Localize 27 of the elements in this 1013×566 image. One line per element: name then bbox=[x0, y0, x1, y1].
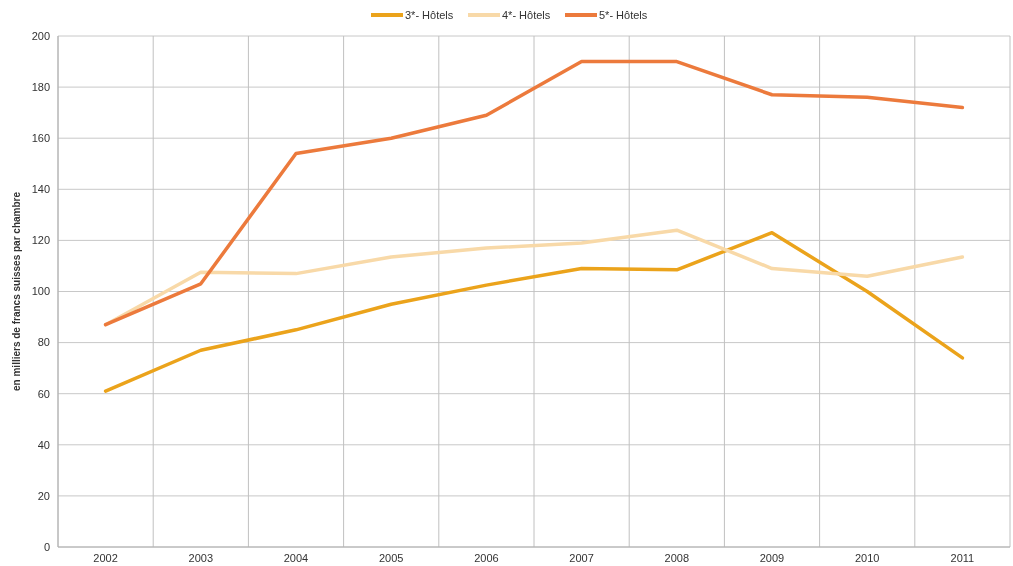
y-axis-title: en milliers de francs suisses par chambre bbox=[11, 191, 22, 391]
legend-label: 4*- Hôtels bbox=[502, 8, 551, 21]
x-tick-label: 2002 bbox=[93, 552, 118, 564]
legend-label: 3*- Hôtels bbox=[405, 8, 454, 21]
y-tick-label: 120 bbox=[31, 234, 50, 247]
y-tick-label: 200 bbox=[31, 29, 50, 42]
y-tick-label: 80 bbox=[37, 336, 50, 349]
y-tick-label: 0 bbox=[43, 540, 50, 553]
x-tick-label: 2004 bbox=[283, 552, 309, 564]
line-series bbox=[103, 230, 965, 393]
x-tick-label: 2007 bbox=[569, 552, 594, 564]
line-series bbox=[103, 59, 965, 327]
x-tick-label: 2011 bbox=[950, 552, 975, 564]
y-tick-label: 160 bbox=[31, 132, 50, 145]
x-tick-label: 2003 bbox=[188, 552, 214, 564]
y-tick-label: 100 bbox=[31, 285, 50, 298]
x-tick-label: 2009 bbox=[759, 552, 785, 564]
x-tick-label: 2006 bbox=[474, 552, 499, 564]
x-tick-label: 2005 bbox=[378, 552, 404, 564]
y-tick-label: 20 bbox=[37, 489, 50, 502]
y-tick-label: 140 bbox=[31, 183, 50, 196]
x-tick-label: 2008 bbox=[664, 552, 690, 564]
y-tick-label: 180 bbox=[31, 80, 50, 93]
y-tick-label: 40 bbox=[37, 438, 50, 451]
x-tick-label: 2010 bbox=[854, 552, 880, 564]
y-tick-label: 60 bbox=[37, 387, 50, 400]
legend-label: 5*- Hôtels bbox=[599, 8, 648, 21]
